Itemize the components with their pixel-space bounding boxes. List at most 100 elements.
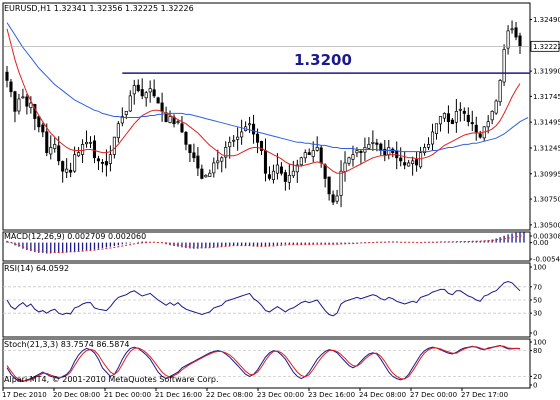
rsi-tick-label: 70 — [533, 283, 542, 291]
candle-body — [419, 152, 423, 168]
copyright-text: Alpari MT4, © 2001-2010 MetaQuotes Softw… — [4, 375, 218, 384]
y-axis-labels: 1.32490 1.31990 1.31745 1.31495 1.31245 1.309… — [530, 16, 560, 390]
candle-body — [407, 162, 411, 167]
candle-body — [228, 141, 232, 148]
price-tick-label: 1.31495 — [533, 119, 560, 127]
candle-body — [255, 133, 260, 143]
candle-body — [486, 121, 490, 128]
candle-body — [220, 157, 224, 162]
candle-body — [104, 161, 108, 166]
candle-body — [403, 162, 407, 166]
candle-body — [351, 154, 355, 160]
x-axis-label: 24 Dec 08:00 — [359, 391, 406, 399]
candle-body — [343, 162, 347, 173]
candle-body — [307, 152, 311, 156]
rsi-tick-label: 30 — [533, 310, 542, 318]
candle-body — [69, 169, 73, 173]
candle-body — [100, 162, 104, 164]
candle-body — [112, 136, 116, 155]
candle-body — [120, 116, 124, 124]
rsi-tick-label: 0 — [533, 330, 537, 338]
x-axis-label: 22 Dec 08:00 — [206, 391, 253, 399]
macd-frame — [2, 231, 531, 262]
candle-body — [168, 116, 172, 123]
candle-body — [315, 147, 319, 151]
candle-body — [140, 89, 144, 97]
candle-body — [81, 144, 85, 155]
stoch-signal-line — [6, 345, 520, 382]
candle-body — [9, 81, 13, 93]
candle-body — [331, 194, 335, 203]
candle-body — [478, 133, 482, 138]
panel-frames — [2, 2, 531, 389]
candle-body — [45, 131, 49, 153]
stoch-tick-label: 20 — [533, 373, 542, 381]
candle-body — [212, 162, 216, 174]
candle-body — [379, 143, 383, 151]
candle-body — [21, 96, 25, 99]
candle-body — [434, 123, 439, 135]
candle-body — [299, 157, 303, 166]
price-panel[interactable] — [3, 20, 530, 208]
macd-panel[interactable] — [6, 232, 525, 254]
candle-body — [263, 150, 268, 174]
candle-body — [196, 155, 200, 169]
candle-body — [92, 140, 97, 159]
macd-signal-line — [6, 234, 525, 253]
candle-body — [232, 139, 236, 142]
candle-body — [124, 110, 128, 115]
stoch-frame — [2, 338, 531, 389]
candle-body — [224, 147, 228, 158]
rsi-line — [6, 280, 521, 317]
candle-body — [355, 150, 359, 154]
level-annotation: 1.3200 — [294, 51, 352, 69]
candle-body — [25, 96, 29, 107]
candle-body — [279, 166, 283, 174]
candle-body — [462, 110, 466, 114]
main-frame — [2, 2, 531, 231]
candle-body — [287, 174, 291, 183]
candle-body — [271, 170, 275, 180]
x-axis-label: 23 Dec 00:00 — [257, 391, 304, 399]
candle-body — [252, 123, 256, 135]
candle-body — [506, 30, 510, 49]
candle-body — [53, 144, 57, 149]
candle-body — [108, 154, 112, 164]
candle-body — [470, 122, 474, 125]
candle-body — [323, 164, 327, 179]
candle-body — [502, 49, 506, 83]
candle-body — [84, 141, 89, 145]
candle-body — [148, 88, 152, 93]
candle-body — [13, 91, 17, 112]
candle-body — [295, 164, 299, 173]
candle-body — [267, 174, 272, 179]
candle-body — [494, 100, 498, 114]
candle-body — [248, 123, 252, 126]
x-axis-label: 21 Dec 16:00 — [155, 391, 202, 399]
candle-body — [236, 136, 240, 140]
candle-body — [216, 160, 220, 164]
rsi-panel[interactable] — [3, 280, 530, 317]
stoch-title: Stoch(21,3,3) 83.7574 86.5874 — [4, 340, 130, 349]
candle-body — [65, 168, 69, 173]
current-price-label: 1.32222 — [533, 43, 560, 51]
candle-body — [371, 141, 375, 144]
candle-body — [156, 97, 160, 104]
candle-body — [152, 89, 156, 97]
rsi-tick-label: 50 — [533, 297, 542, 305]
candle-body — [240, 131, 244, 138]
stoch-tick-label: 100 — [533, 339, 546, 347]
x-axis-label: 20 Dec 08:00 — [53, 391, 100, 399]
main-title: EURUSD,H1 1.32341 1.32356 1.32225 1.3222… — [4, 4, 194, 13]
candle-body — [303, 152, 307, 159]
x-axis-label: 27 Dec 00:00 — [410, 391, 457, 399]
candle-body — [41, 124, 45, 133]
stoch-tick-label: 80 — [533, 347, 542, 355]
candle-body — [438, 116, 443, 125]
x-axis-label: 17 Dec 2010 — [2, 391, 47, 399]
stochastic-panel[interactable] — [3, 344, 530, 383]
candle-body — [411, 160, 415, 164]
candle-body — [283, 172, 287, 182]
candle-body — [498, 80, 502, 103]
